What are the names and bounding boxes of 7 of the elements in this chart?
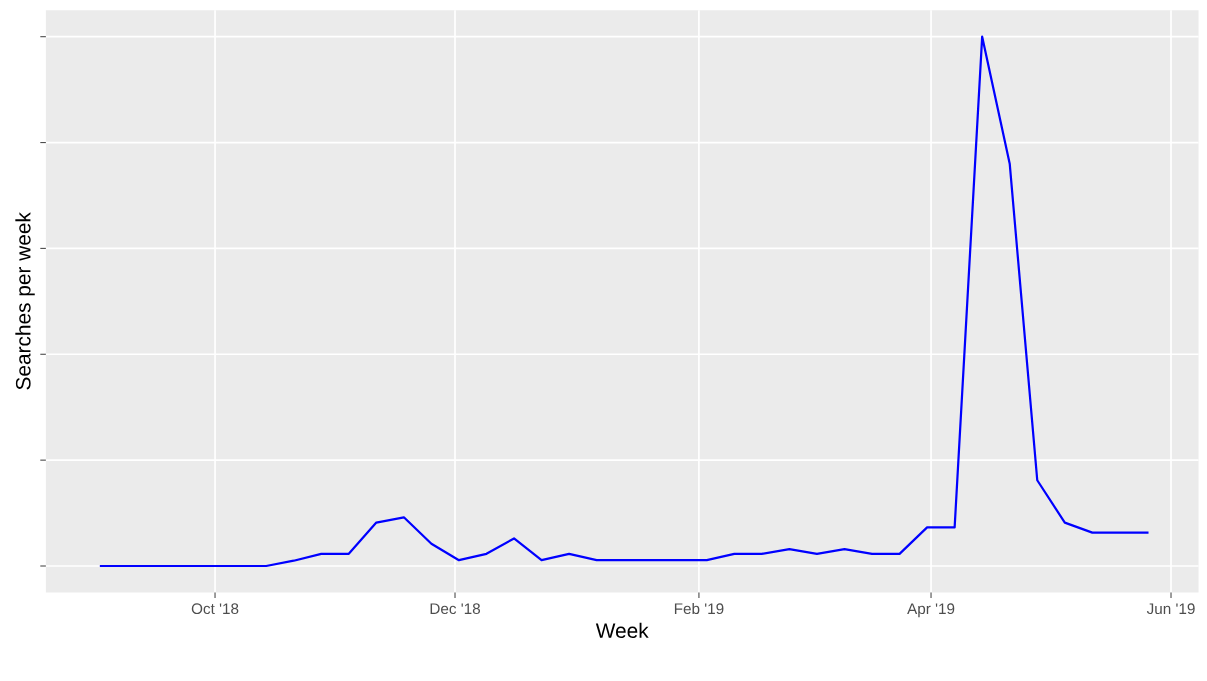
x-tick-label: Feb '19 (674, 602, 724, 615)
x-tick-label: Apr '19 (907, 603, 955, 618)
x-tick-label: Jun '19 (1146, 603, 1195, 615)
x-tick-label: Dec '18 (430, 603, 481, 615)
x-tick-label: Oct '18 (191, 603, 239, 615)
x-axis-title: Week (595, 622, 649, 638)
y-axis-title: Searches per week (15, 212, 35, 390)
